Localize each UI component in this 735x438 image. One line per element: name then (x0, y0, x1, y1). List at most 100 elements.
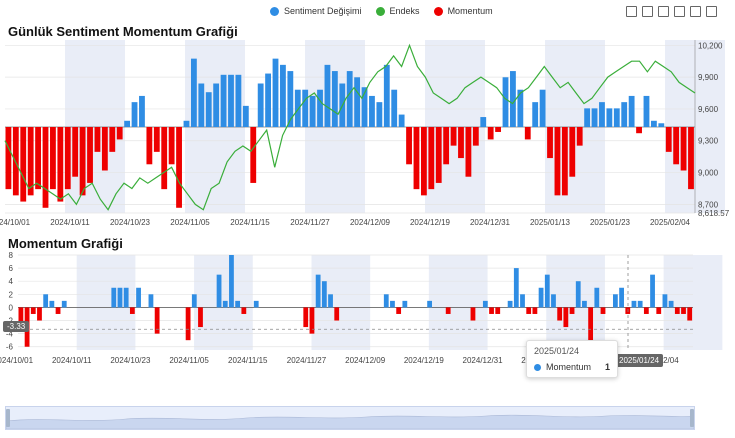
momentum-bar (216, 274, 222, 308)
plot-band (428, 255, 488, 350)
sentiment-bar (116, 127, 123, 140)
sentiment-bar (198, 83, 205, 127)
momentum-bar (538, 287, 544, 308)
sentiment-bar (331, 71, 338, 127)
sentiment-bar (650, 120, 657, 127)
momentum-bar (136, 287, 141, 308)
data-zoom-slider[interactable] (5, 406, 695, 430)
sentiment-bar (472, 127, 479, 146)
right-y-tick-label: 9,900 (698, 73, 719, 82)
plot-band (311, 255, 371, 350)
sentiment-bar (161, 127, 168, 190)
momentum-bar (563, 307, 569, 328)
momentum-bar (650, 274, 655, 308)
sentiment-bar (354, 77, 361, 127)
sentiment-bar (613, 108, 620, 127)
momentum-bar (235, 300, 241, 308)
momentum-bar (687, 307, 693, 321)
sentiment-bar (57, 127, 64, 202)
x-tick-label: 2024/12/19 (404, 356, 445, 365)
x-tick-label: 2024/10/23 (110, 356, 151, 365)
momentum-bar (129, 307, 135, 314)
sentiment-bar (42, 127, 49, 208)
legend-item-sentiment[interactable]: Sentiment Değişimi (270, 6, 362, 16)
momentum-bar (427, 300, 433, 308)
restore-icon[interactable] (658, 6, 669, 17)
momentum-bar (489, 307, 494, 314)
momentum-bar (619, 287, 624, 308)
sentiment-bar (20, 127, 27, 202)
legend-item-momentum[interactable]: Momentum (433, 6, 493, 16)
x-tick-label: 2024/11/27 (290, 218, 330, 227)
momentum-bar (123, 287, 129, 308)
momentum-bar (544, 274, 550, 308)
momentum-bar (482, 300, 488, 308)
y-tick-label: -6 (6, 343, 14, 352)
momentum-bar (520, 294, 525, 308)
sentiment-bar (272, 58, 279, 128)
sentiment-bar (391, 89, 398, 127)
sentiment-bar (139, 95, 145, 127)
zoom-icon[interactable] (626, 6, 637, 17)
x-tick-label: 2024/11/15 (230, 218, 270, 227)
sentiment-bar (317, 89, 323, 127)
crosshair-x-label: 2025/01/24 (615, 354, 664, 367)
sentiment-bar (435, 127, 442, 183)
sentiment-bar (510, 71, 516, 127)
zoom-handle-left[interactable] (6, 409, 10, 427)
sentiment-bar (220, 74, 227, 127)
x-tick-label: 2024/12/09 (350, 218, 391, 227)
sentiment-bar (213, 83, 220, 127)
x-tick-label: 2024/12/09 (345, 356, 386, 365)
sentiment-bar (190, 58, 197, 128)
magic-type-icon[interactable] (706, 6, 717, 17)
momentum-bar (507, 300, 513, 308)
momentum-bar (198, 307, 203, 328)
sentiment-bar (398, 114, 405, 127)
momentum-bar (637, 300, 643, 308)
sentiment-bar (621, 102, 628, 127)
momentum-bar (575, 281, 581, 308)
tooltip-row: Momentum 1 (534, 362, 610, 372)
momentum-bar (532, 307, 538, 314)
sentiment-bar (146, 127, 153, 165)
momentum-bar (569, 307, 575, 314)
sentiment-bar (680, 127, 687, 171)
sentiment-bar (361, 87, 368, 127)
plot-band (425, 40, 485, 213)
save-image-icon[interactable] (690, 6, 701, 17)
sentiment-bar (168, 127, 175, 165)
zoom-handle-right[interactable] (690, 409, 694, 427)
sentiment-bar (658, 123, 665, 127)
x-tick-label: 2025/01/13 (530, 218, 571, 227)
zoom-reset-icon[interactable] (642, 6, 653, 17)
y-tick-label: 0 (9, 303, 14, 312)
momentum-bar (37, 307, 42, 321)
momentum-bar (656, 307, 662, 314)
momentum-bar (668, 300, 674, 308)
sentiment-bar (265, 73, 271, 127)
sentiment-bar (458, 127, 464, 159)
sentiment-bar (205, 92, 212, 127)
momentum-bar (117, 287, 123, 308)
sentiment-bar (413, 127, 420, 190)
sentiment-bar (554, 127, 561, 196)
sentiment-bar (450, 127, 457, 146)
sentiment-bar (606, 108, 613, 127)
tooltip-value: 1 (604, 362, 610, 372)
sentiment-bar (502, 77, 509, 127)
toolbox (626, 6, 717, 17)
momentum-bar (662, 294, 668, 308)
chart-title-main: Günlük Sentiment Momentum Grafiği (8, 24, 238, 39)
tooltip-series-marker (534, 363, 541, 371)
legend-item-endeks[interactable]: Endeks (375, 6, 420, 16)
sentiment-bar (688, 127, 694, 190)
sentiment-bar (420, 127, 427, 196)
sentiment-bar (495, 127, 501, 132)
sentiment-bar (309, 95, 316, 127)
momentum-bar (402, 300, 408, 308)
legend-marker-sentiment (270, 6, 279, 16)
data-view-icon[interactable] (674, 6, 685, 17)
momentum-bar (49, 300, 55, 308)
